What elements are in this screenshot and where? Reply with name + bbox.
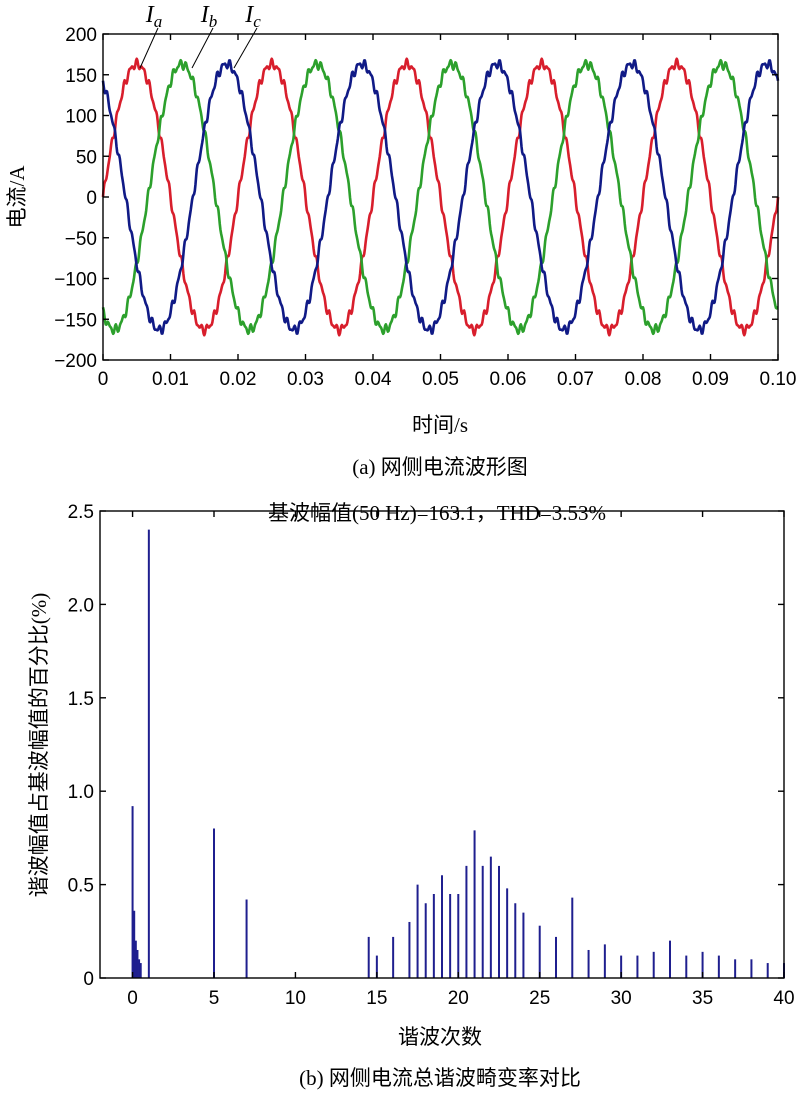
x-tick-label: 0	[127, 988, 138, 1009]
series-leader-line	[233, 27, 258, 69]
x-tick-label: 0.09	[692, 369, 729, 390]
x-tick-label: 0.08	[625, 369, 662, 390]
x-tick-label: 0.03	[287, 369, 324, 390]
series-label-b: Ib	[200, 2, 218, 31]
series-label-a: Ia	[145, 2, 163, 31]
x-tick-label: 0.01	[152, 369, 189, 390]
x-tick-label: 0.05	[422, 369, 459, 390]
x-tick-label: 0.02	[220, 369, 257, 390]
spectrum-caption: (b) 网侧电流总谐波畸变率对比	[299, 1066, 581, 1090]
y-tick-label: 1.5	[68, 689, 94, 710]
series-leader-line	[191, 27, 214, 69]
series-line-c	[101, 59, 780, 335]
y-tick-label: −150	[54, 310, 97, 331]
spectrum-bars	[131, 529, 785, 978]
x-tick-label: 10	[285, 988, 306, 1009]
x-tick-label: 30	[611, 988, 632, 1009]
waveform-xlabel: 时间/s	[412, 413, 468, 437]
spectrum-ticks: 0 5 10 15 20 25 30 35 40 2.5 2.0 1.5 1.0 0.5 0	[68, 502, 795, 1009]
y-tick-label: 200	[65, 25, 97, 46]
waveform-series-group	[101, 57, 780, 337]
y-tick-label: 50	[76, 147, 97, 168]
y-tick-label: 100	[65, 107, 97, 128]
y-tick-label: 0	[86, 188, 97, 209]
spectrum-title: 基波幅值(50 Hz)=163.1，THD=3.53%	[268, 501, 606, 525]
x-tick-label: 35	[692, 988, 713, 1009]
series-leader-line	[139, 27, 159, 69]
y-tick-label: −50	[65, 229, 97, 250]
x-tick-label: 20	[448, 988, 469, 1009]
x-tick-label: 40	[773, 988, 794, 1009]
spectrum-axes-frame	[99, 510, 785, 979]
x-tick-label: 5	[209, 988, 220, 1009]
y-tick-label: 0.5	[68, 876, 94, 897]
y-tick-label: 0	[83, 969, 94, 990]
y-tick-label: 150	[65, 66, 97, 87]
y-tick-label: 2.5	[68, 502, 94, 523]
x-tick-label: 25	[529, 988, 550, 1009]
x-tick-label: 0.10	[760, 369, 797, 390]
x-tick-label: 0.04	[355, 369, 392, 390]
plot-area-border	[99, 510, 785, 979]
y-tick-label: −200	[54, 351, 97, 372]
x-tick-label: 15	[366, 988, 387, 1009]
series-line-b	[101, 58, 779, 336]
y-tick-label: −100	[54, 270, 97, 291]
y-tick-label: 2.0	[68, 595, 94, 616]
x-tick-label: 0.06	[490, 369, 527, 390]
x-tick-label: 0	[98, 369, 109, 390]
waveform-caption: (a) 网侧电流波形图	[352, 455, 528, 479]
series-label-c: Ic	[244, 2, 261, 31]
harmonic-spectrum-chart: 基波幅值(50 Hz)=163.1，THD=3.53% 0 5 10 15 20 25 30…	[27, 501, 795, 1090]
waveform-ylabel: 电流/A	[5, 165, 29, 229]
spectrum-ylabel: 谐波幅值占基波幅值的百分比(%)	[27, 593, 51, 897]
series-line-a	[101, 57, 780, 337]
spectrum-xlabel: 谐波次数	[398, 1025, 482, 1049]
series-labels: Ia Ib Ic	[139, 2, 261, 69]
y-tick-label: 1.0	[68, 782, 94, 803]
current-waveform-chart: 0 0.01 0.02 0.03 0.04 0.05 0.06 0.07 0.08 0.09 0.1…	[5, 2, 796, 479]
x-tick-label: 0.07	[557, 369, 594, 390]
waveform-ticks: 0 0.01 0.02 0.03 0.04 0.05 0.06 0.07 0.08 0.09 0.1…	[54, 25, 796, 390]
